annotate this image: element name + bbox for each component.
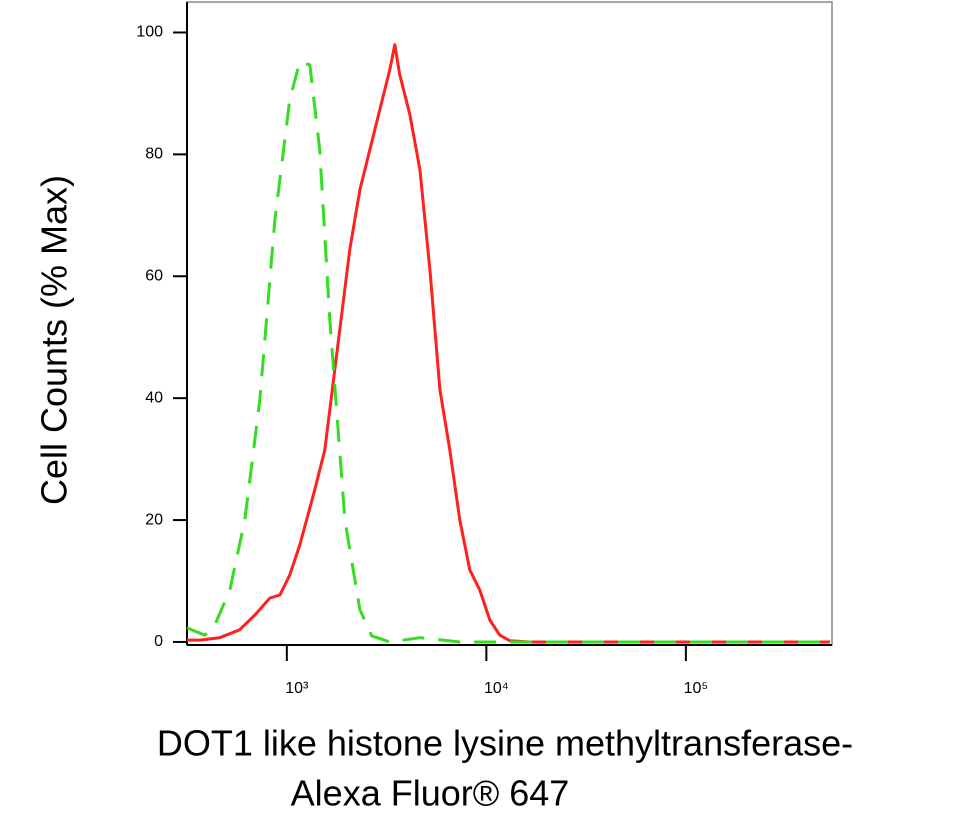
x-axis-label: DOT1 like histone lysine methyltransfera… [157, 723, 853, 764]
y-tick-label: 60 [145, 267, 163, 284]
x-tick-label: 10⁵ [684, 680, 708, 697]
x-tick-label: 10³ [285, 680, 309, 697]
x-tick-label: 10⁴ [484, 680, 509, 697]
x-axis-label: Alexa Fluor® 647 [291, 773, 570, 814]
y-tick-label: 80 [145, 146, 163, 163]
y-tick-label: 100 [136, 24, 163, 41]
histogram-line [187, 43, 830, 644]
histogram-line [186, 60, 830, 644]
y-axis-label: Cell Counts (% Max) [34, 175, 75, 505]
y-tick-label: 40 [145, 389, 163, 406]
y-tick-label: 0 [154, 633, 163, 650]
y-tick-label: 20 [145, 511, 163, 528]
plot-frame [186, 1, 833, 646]
